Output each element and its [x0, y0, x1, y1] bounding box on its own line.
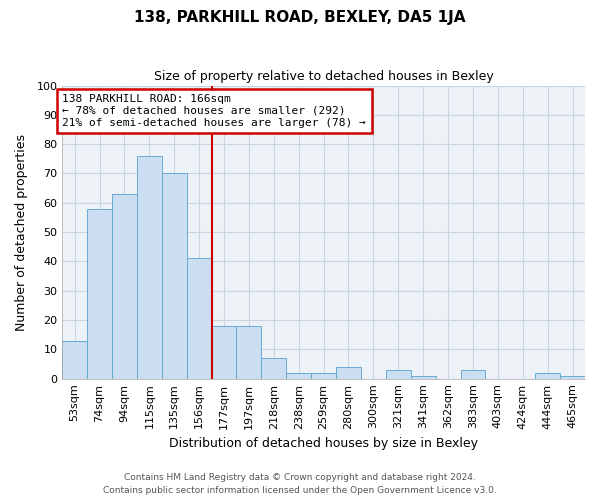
Bar: [311, 373, 336, 378]
Text: 138, PARKHILL ROAD, BEXLEY, DA5 1JA: 138, PARKHILL ROAD, BEXLEY, DA5 1JA: [134, 10, 466, 25]
Bar: [162, 174, 187, 378]
Bar: [187, 258, 212, 378]
Text: 138 PARKHILL ROAD: 166sqm
← 78% of detached houses are smaller (292)
21% of semi: 138 PARKHILL ROAD: 166sqm ← 78% of detac…: [62, 94, 366, 128]
X-axis label: Distribution of detached houses by size in Bexley: Distribution of detached houses by size …: [169, 437, 478, 450]
Bar: [62, 340, 87, 378]
Bar: [212, 326, 236, 378]
Bar: [236, 326, 262, 378]
Bar: [560, 376, 585, 378]
Bar: [137, 156, 162, 378]
Bar: [411, 376, 436, 378]
Bar: [535, 373, 560, 378]
Bar: [112, 194, 137, 378]
Title: Size of property relative to detached houses in Bexley: Size of property relative to detached ho…: [154, 70, 493, 83]
Text: Contains HM Land Registry data © Crown copyright and database right 2024.
Contai: Contains HM Land Registry data © Crown c…: [103, 474, 497, 495]
Bar: [262, 358, 286, 378]
Bar: [461, 370, 485, 378]
Y-axis label: Number of detached properties: Number of detached properties: [15, 134, 28, 330]
Bar: [336, 367, 361, 378]
Bar: [87, 208, 112, 378]
Bar: [386, 370, 411, 378]
Bar: [286, 373, 311, 378]
